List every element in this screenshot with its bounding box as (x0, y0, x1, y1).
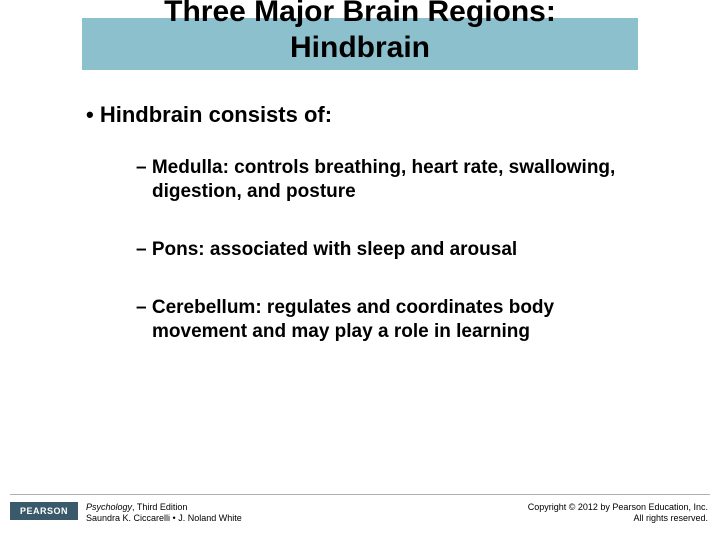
book-info: Psychology, Third Edition Saundra K. Cic… (86, 502, 242, 524)
pearson-logo: PEARSON (10, 502, 78, 520)
book-title: Psychology (86, 502, 132, 512)
book-authors: Saundra K. Ciccarelli • J. Noland White (86, 513, 242, 523)
content-area: • Hindbrain consists of: – Medulla: cont… (86, 102, 646, 378)
sub-bullet-3: – Cerebellum: regulates and coordinates … (136, 296, 646, 344)
sub-bullet-1: – Medulla: controls breathing, heart rat… (136, 156, 646, 204)
copyright-line-1: Copyright © 2012 by Pearson Education, I… (528, 502, 708, 512)
footer: PEARSON Psychology, Third Edition Saundr… (0, 494, 720, 540)
footer-divider (10, 494, 710, 495)
slide-title: Three Major Brain Regions: Hindbrain (0, 0, 720, 66)
main-bullet: • Hindbrain consists of: (86, 102, 646, 128)
copyright-line-2: All rights reserved. (633, 513, 708, 523)
title-line-2: Hindbrain (290, 31, 430, 64)
copyright: Copyright © 2012 by Pearson Education, I… (528, 502, 708, 524)
title-line-1: Three Major Brain Regions: (164, 0, 556, 28)
book-edition: , Third Edition (132, 502, 187, 512)
sub-bullet-2: – Pons: associated with sleep and arousa… (136, 238, 646, 262)
